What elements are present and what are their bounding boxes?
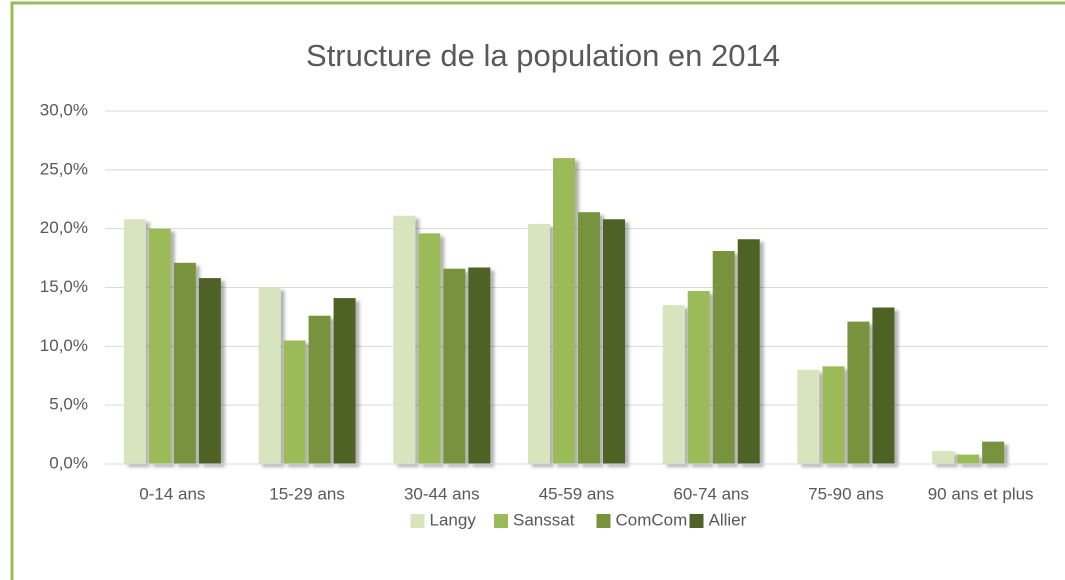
- bar: [443, 268, 466, 464]
- bar: [687, 291, 710, 464]
- bar: [198, 278, 221, 464]
- x-tick-label: 45-59 ans: [539, 484, 615, 503]
- y-tick-label: 0,0%: [49, 453, 88, 472]
- bar: [333, 298, 356, 464]
- legend-label: Allier: [709, 510, 747, 529]
- bar: [957, 454, 980, 464]
- bar: [393, 215, 416, 464]
- legend-swatch: [596, 514, 611, 528]
- legend-label: ComCom: [616, 510, 688, 529]
- x-tick-label: 15-29 ans: [269, 484, 345, 503]
- bar: [308, 315, 331, 464]
- legend-swatch: [410, 514, 425, 528]
- legend-label: Sanssat: [513, 510, 575, 529]
- bar: [258, 287, 281, 464]
- bar: [982, 441, 1005, 464]
- bar: [662, 305, 685, 464]
- bar: [283, 340, 306, 464]
- bar: [528, 223, 550, 464]
- bar: [123, 219, 146, 464]
- frame: [10, 1, 1065, 580]
- bar: [712, 251, 735, 464]
- x-tick-label: 60-74 ans: [673, 484, 749, 503]
- y-tick-label: 5,0%: [49, 395, 88, 414]
- chart-title: Structure de la population en 2014: [306, 38, 780, 73]
- bar: [797, 369, 820, 464]
- bar: [847, 321, 870, 464]
- bar: [822, 366, 845, 464]
- legend-swatch: [494, 514, 508, 528]
- x-tick-label: 30-44 ans: [404, 484, 480, 503]
- legend-swatch: [689, 514, 704, 528]
- legend-label: Langy: [430, 510, 477, 529]
- bar: [603, 219, 625, 464]
- bar: [932, 451, 955, 464]
- y-tick-label: 30,0%: [40, 100, 88, 119]
- bar: [553, 158, 575, 465]
- x-tick-label: 90 ans et plus: [928, 484, 1034, 503]
- bars: [123, 158, 1005, 465]
- bar: [173, 262, 196, 464]
- bar: [578, 212, 600, 464]
- bar: [872, 307, 895, 464]
- x-tick-label: 75-90 ans: [808, 484, 884, 503]
- bar: [468, 267, 491, 464]
- y-tick-label: 20,0%: [40, 218, 88, 237]
- y-tick-label: 10,0%: [40, 336, 88, 355]
- bar: [148, 228, 171, 464]
- y-tick-label: 25,0%: [40, 159, 88, 178]
- bar: [737, 239, 760, 464]
- x-tick-label: 0-14 ans: [139, 484, 205, 503]
- y-tick-label: 15,0%: [40, 277, 88, 296]
- bar: [418, 233, 441, 464]
